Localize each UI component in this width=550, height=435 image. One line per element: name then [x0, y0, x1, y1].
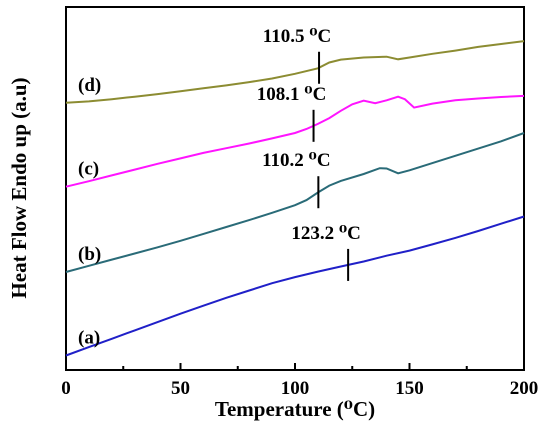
x-tick-label: 200 [510, 378, 539, 399]
x-tick-label: 50 [171, 378, 190, 399]
series-label: (d) [78, 75, 101, 96]
x-tick-label: 0 [61, 378, 71, 399]
x-tick-label: 100 [281, 378, 310, 399]
transition-annotation: 108.1 ⁰C [257, 84, 327, 105]
x-axis-title: Temperature (⁰C) [215, 397, 375, 421]
annotations-group: (a) 123.2 ⁰C (b) 110.2 ⁰C (c) 108.1 ⁰C (d) 110.… [78, 26, 361, 349]
series-label: (b) [78, 244, 101, 265]
series-label: (a) [78, 327, 100, 348]
series-line-c [65, 94, 525, 188]
series-group [65, 40, 525, 357]
axis-ticks [65, 363, 525, 370]
plot-frame [65, 6, 525, 371]
transition-annotation: 110.2 ⁰C [262, 150, 331, 171]
transition-annotation: 110.5 ⁰C [263, 26, 332, 47]
series-label: (c) [78, 159, 99, 180]
series-line-d [65, 40, 525, 104]
transition-annotation: 123.2 ⁰C [291, 223, 361, 244]
series-line-a [65, 215, 525, 357]
x-tick-label: 150 [395, 378, 424, 399]
x-tick-labels: 0 50 100 150 200 [61, 378, 538, 399]
y-axis-title: Heat Flow Endo up (a.u) [7, 77, 31, 298]
